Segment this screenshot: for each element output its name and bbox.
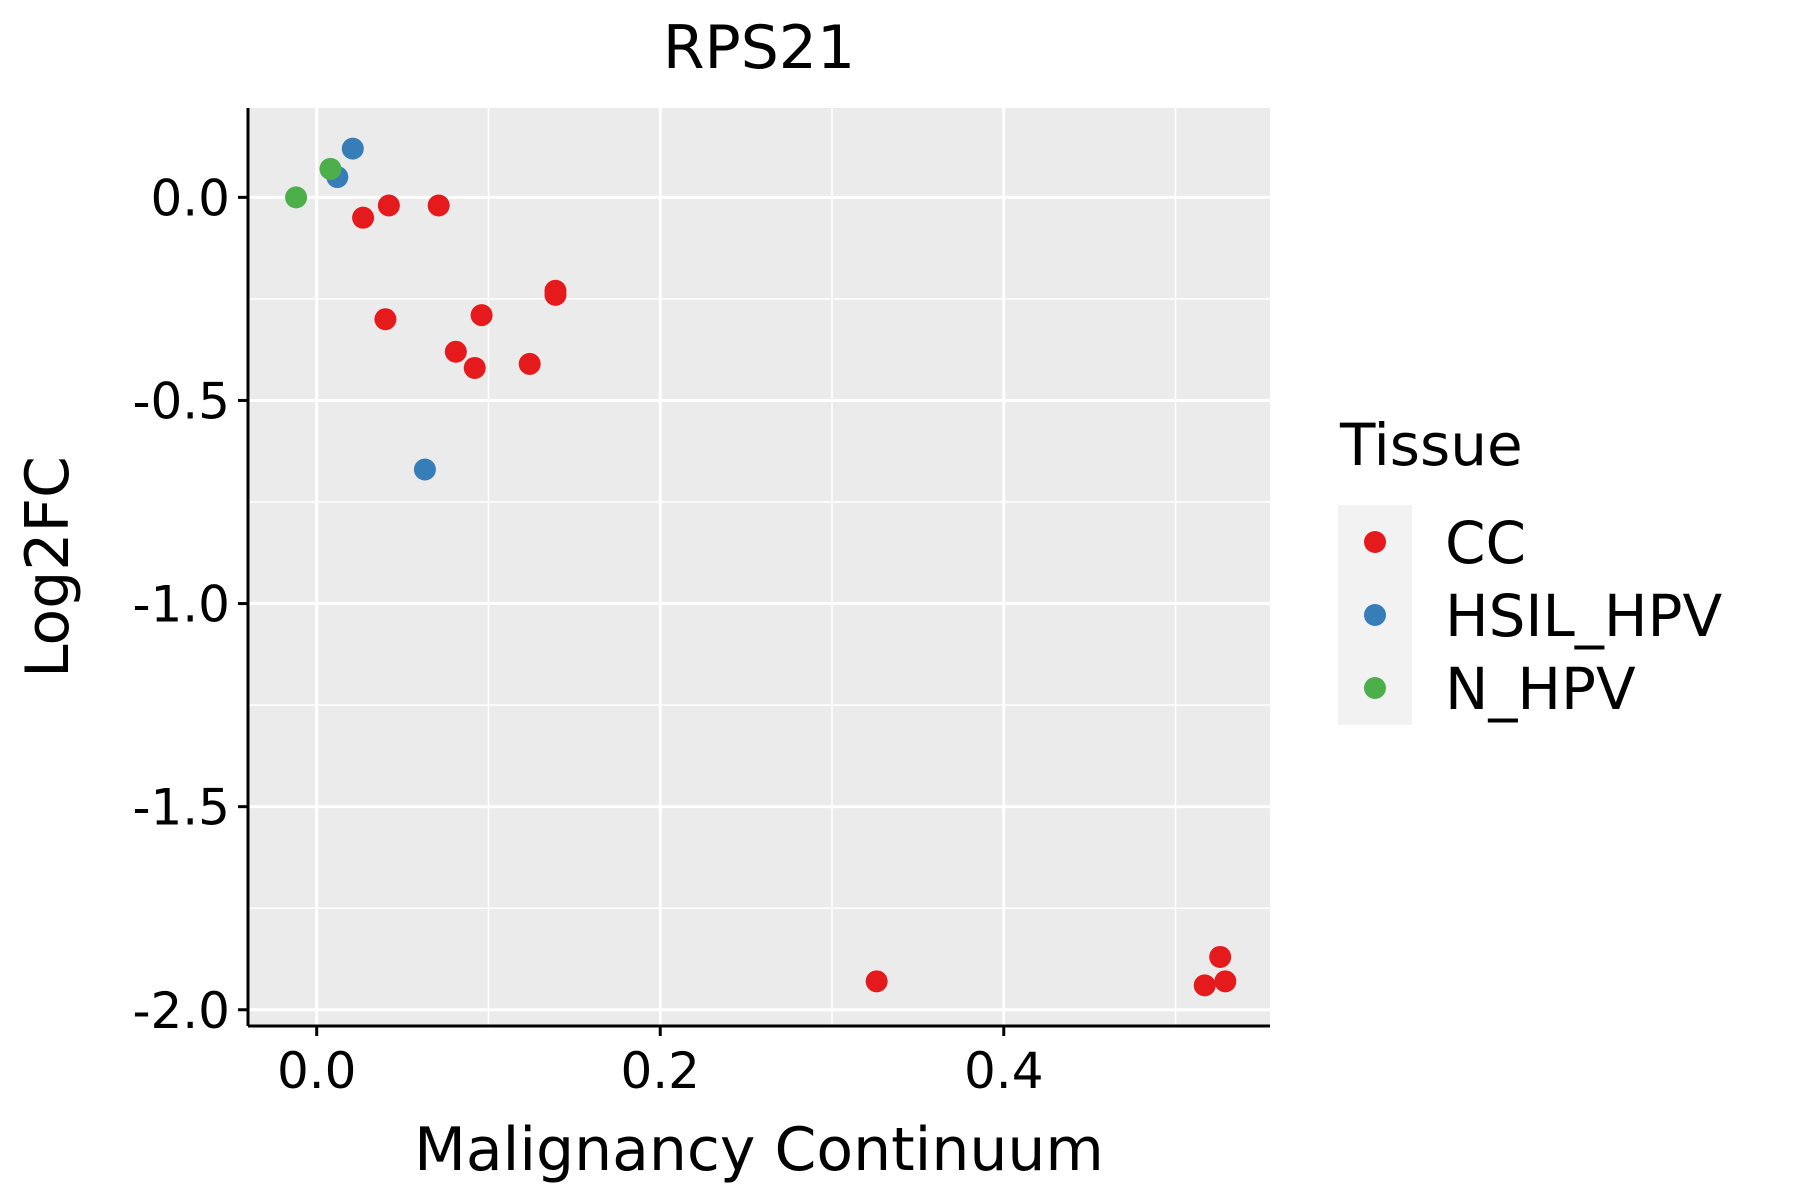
- x-axis-title: Malignancy Continuum: [414, 1115, 1104, 1185]
- x-tick-label: 0.4: [964, 1042, 1044, 1100]
- point-cc: [374, 308, 397, 331]
- legend-key-hsil-hpv: [1364, 604, 1386, 626]
- point-cc: [427, 194, 450, 217]
- major-gridlines: [248, 108, 1270, 1026]
- y-axis-title: Log2FC: [13, 456, 83, 678]
- legend-label-n-hpv: N_HPV: [1445, 655, 1636, 723]
- plot-panel: [248, 108, 1270, 1026]
- y-tick-label: -2.0: [132, 982, 230, 1040]
- y-tick-label: -0.5: [132, 372, 230, 430]
- x-tick-label: 0.2: [620, 1042, 700, 1100]
- y-tick-label: -1.0: [132, 576, 230, 634]
- legend-title: Tissue: [1339, 411, 1523, 479]
- chart-title: RPS21: [663, 13, 855, 83]
- legend-key-n-hpv: [1364, 677, 1386, 699]
- point-cc: [1214, 970, 1237, 993]
- minor-gridlines: [248, 108, 1270, 1026]
- point-cc: [377, 194, 400, 217]
- point-cc: [518, 352, 541, 375]
- point-cc: [444, 340, 467, 363]
- data-points: [285, 137, 1237, 997]
- y-axis-ticks: 0.0 -0.5 -1.0 -1.5 -2.0: [132, 169, 248, 1040]
- point-cc: [1193, 974, 1216, 997]
- legend-label-cc: CC: [1445, 509, 1526, 577]
- point-n-hpv: [285, 186, 308, 209]
- point-cc: [865, 970, 888, 993]
- legend: Tissue CC HSIL_HPV N_HPV: [1338, 411, 1722, 725]
- y-tick-label: -1.5: [132, 779, 230, 837]
- x-tick-label: 0.0: [277, 1042, 357, 1100]
- point-cc: [463, 356, 486, 379]
- point-cc: [1209, 945, 1232, 968]
- point-cc: [352, 206, 375, 229]
- point-cc: [470, 304, 493, 327]
- point-hsil-hpv: [413, 458, 436, 481]
- legend-label-hsil-hpv: HSIL_HPV: [1445, 582, 1722, 650]
- y-tick-label: 0.0: [150, 169, 230, 227]
- point-n-hpv: [319, 157, 342, 180]
- legend-key-cc: [1364, 531, 1386, 553]
- point-hsil-hpv: [341, 137, 364, 160]
- point-cc: [544, 283, 567, 306]
- x-axis-ticks: 0.0 0.2 0.4: [277, 1026, 1044, 1100]
